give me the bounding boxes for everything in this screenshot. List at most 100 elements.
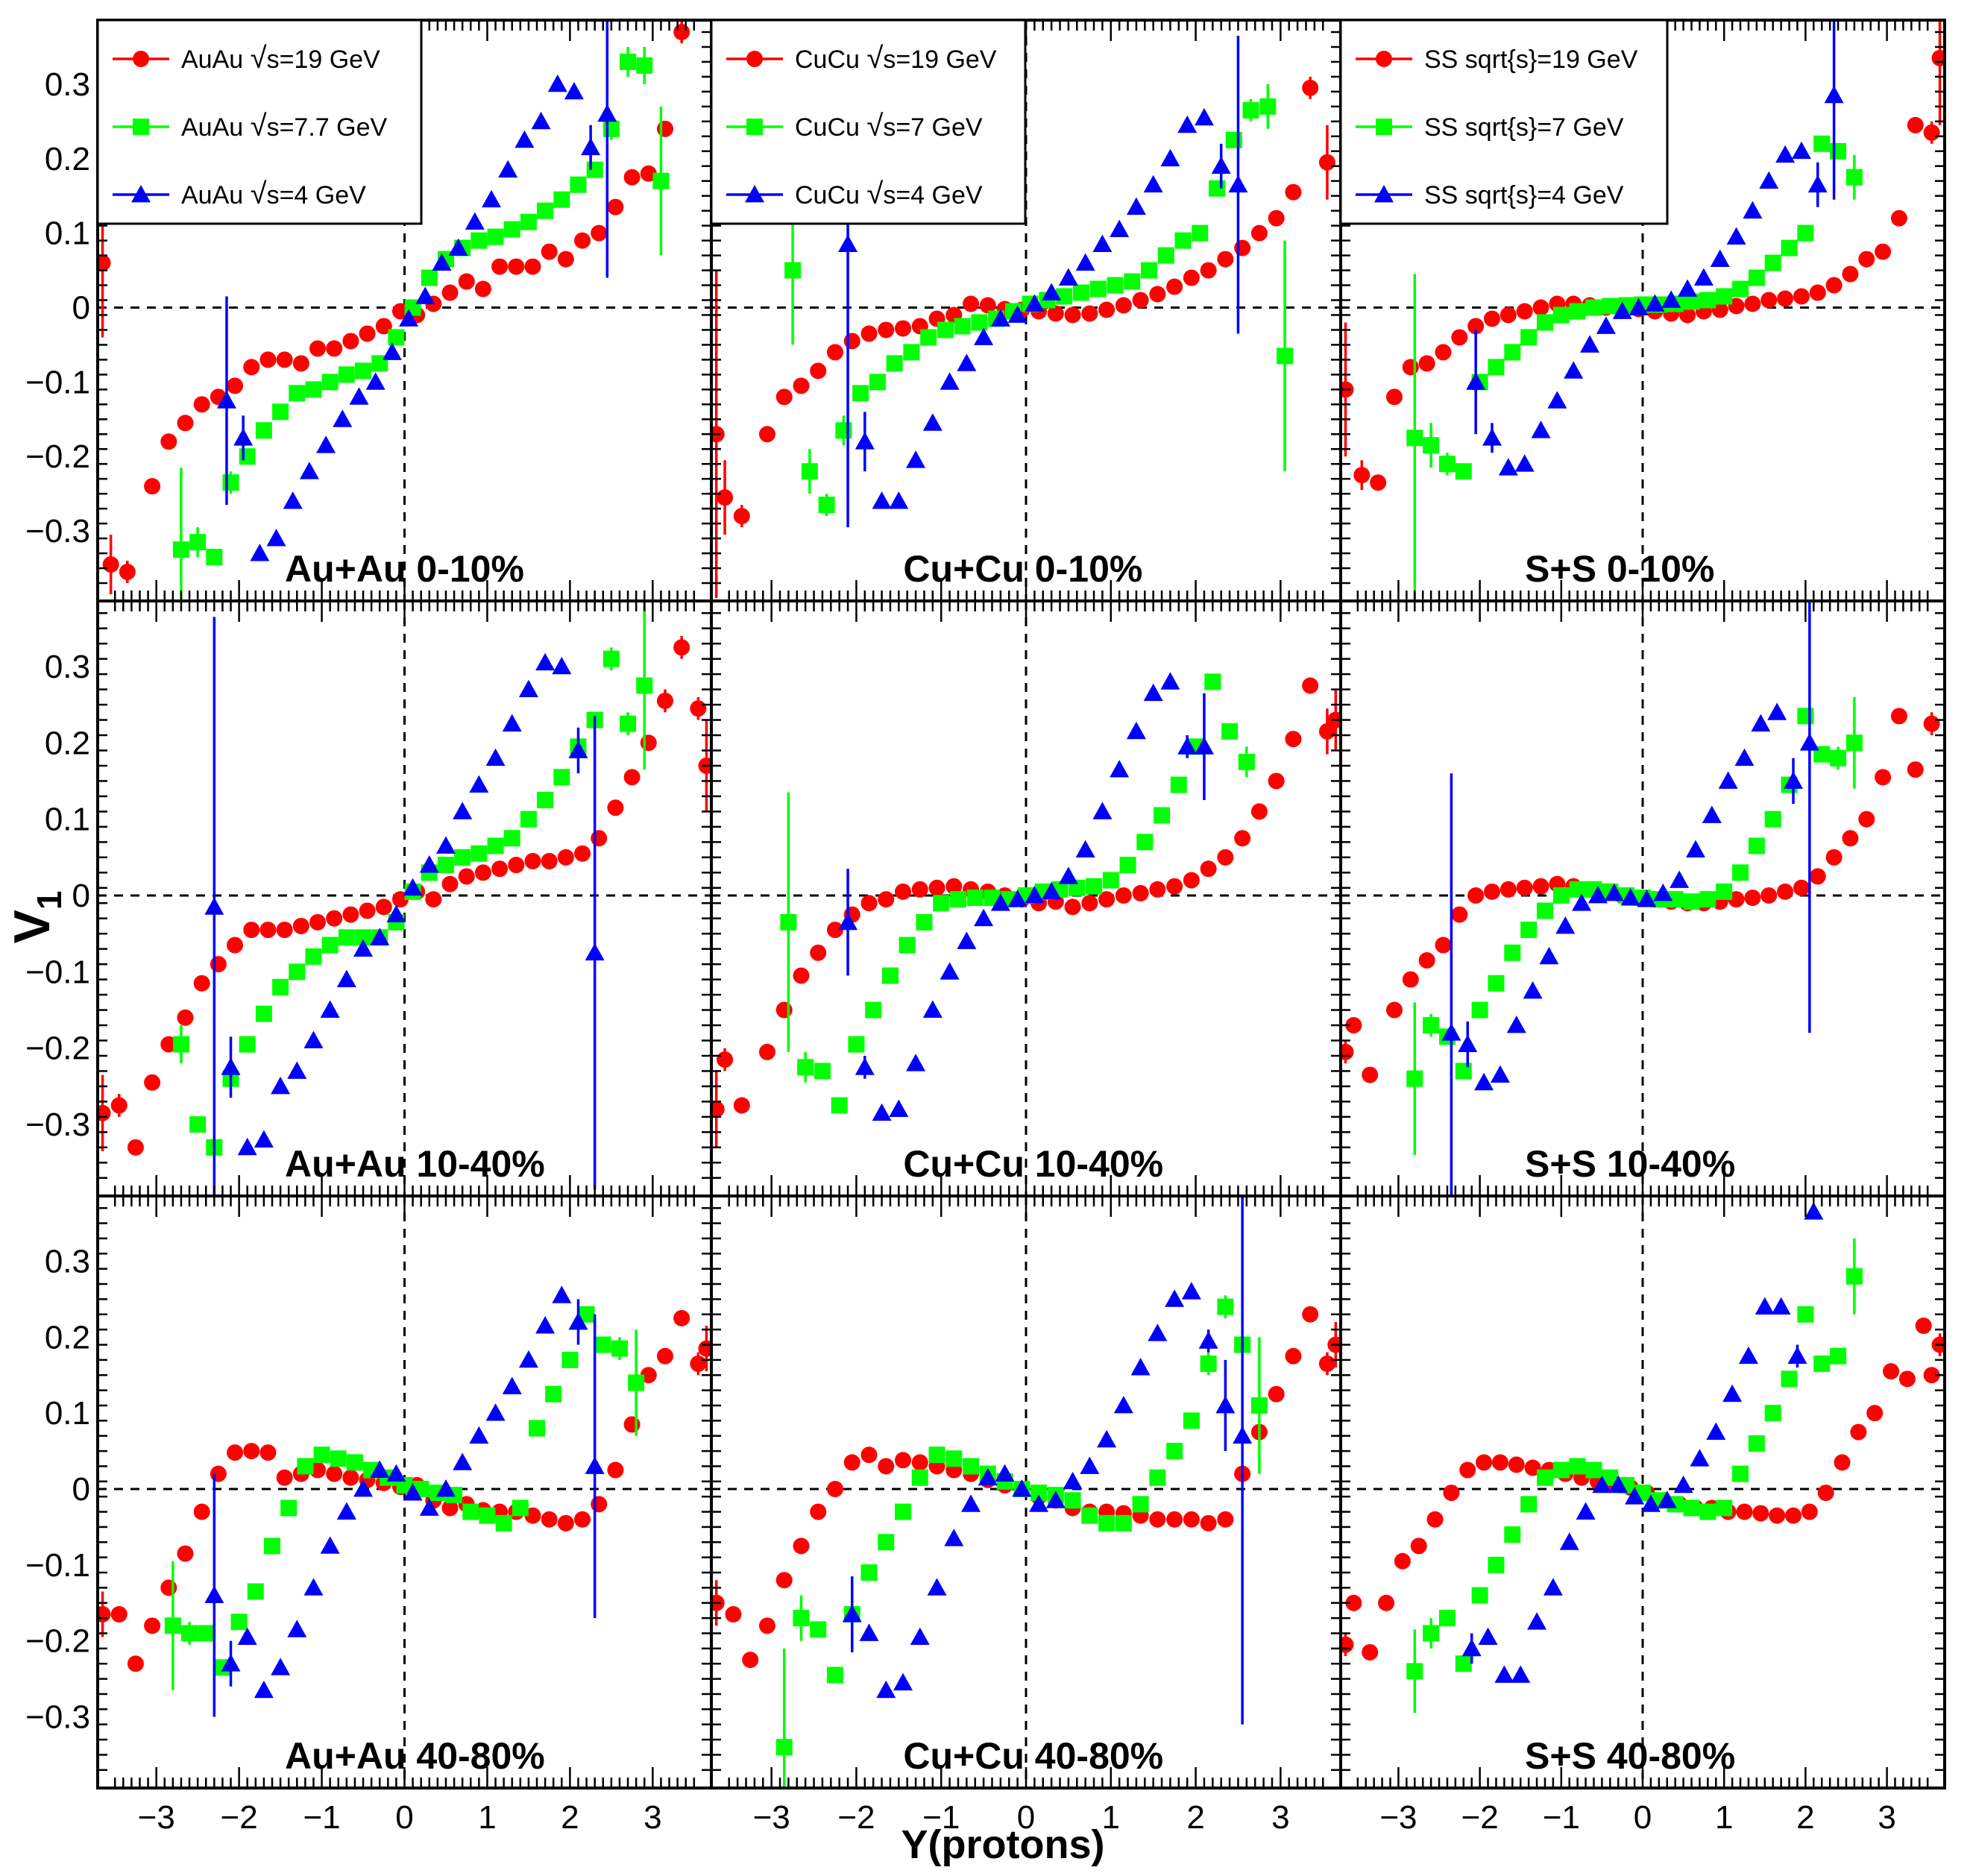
- panel-label: S+S 40-80%: [1525, 1735, 1735, 1777]
- data-point-s19: [1907, 116, 1924, 133]
- data-point-s4: [1007, 890, 1028, 907]
- data-point-s7: [1830, 749, 1847, 767]
- data-point-s7: [1764, 254, 1781, 271]
- data-point-s7: [1250, 1397, 1268, 1414]
- data-point-s4: [838, 234, 858, 253]
- data-point-s7: [1102, 872, 1119, 889]
- data-point-s7: [421, 269, 438, 286]
- data-point-s4: [1523, 981, 1543, 999]
- data-point-s19: [826, 922, 843, 939]
- data-point-s7: [1845, 734, 1863, 752]
- data-point-s19: [1183, 269, 1200, 286]
- series-s7-au-au-10-40: [172, 601, 653, 1156]
- data-point-s4: [1007, 305, 1028, 323]
- data-point-s19: [144, 478, 161, 495]
- data-point-s19: [1285, 1347, 1302, 1364]
- data-point-s4: [1637, 890, 1657, 907]
- data-point-s7: [537, 792, 554, 809]
- y-axis-title-subscript: 1: [30, 891, 69, 910]
- data-point-s7: [1845, 1268, 1863, 1285]
- series-s7-s-s-40-80: [1406, 1238, 1863, 1713]
- data-point-s19: [292, 917, 309, 934]
- data-point-s4: [906, 1054, 926, 1071]
- data-point-s4: [287, 1061, 307, 1079]
- data-point-s4: [1726, 227, 1746, 245]
- ticks-s-s-10-40: [1341, 601, 1945, 1196]
- data-point-s7: [1455, 1063, 1472, 1080]
- panel-s-s-10-40: [1341, 601, 1945, 1196]
- data-point-s7: [321, 374, 339, 391]
- data-point-s4: [1734, 748, 1755, 767]
- data-point-s19: [1362, 1066, 1379, 1083]
- data-point-s19: [1532, 299, 1549, 316]
- data-point-s19: [895, 1452, 912, 1469]
- data-point-s7: [272, 978, 289, 995]
- data-point-s4: [1722, 1384, 1743, 1403]
- data-point-s7: [895, 1503, 912, 1520]
- data-point-s7: [945, 1450, 963, 1467]
- data-point-s19: [843, 1454, 860, 1471]
- data-point-s7: [1115, 1514, 1132, 1532]
- data-point-s4: [237, 1137, 257, 1156]
- data-point-s4: [1572, 893, 1592, 911]
- data-point-s19: [1166, 878, 1183, 895]
- data-point-s4: [585, 942, 605, 961]
- data-point-s19: [441, 875, 459, 893]
- data-point-s19: [458, 868, 475, 885]
- data-point-s4: [1110, 219, 1130, 238]
- data-point-s19: [227, 1444, 244, 1461]
- data-point-s19: [1378, 1594, 1395, 1611]
- data-point-s7: [652, 172, 670, 189]
- data-point-s19: [1484, 883, 1500, 900]
- data-point-s7: [1699, 1503, 1716, 1520]
- data-point-s4: [1194, 107, 1214, 126]
- data-point-s19: [1516, 303, 1533, 320]
- data-point-s4: [1233, 1426, 1253, 1444]
- series-s7-cu-cu-40-80: [775, 1295, 1268, 1788]
- data-point-s7: [1830, 1347, 1847, 1364]
- data-point-s4: [1466, 372, 1486, 390]
- data-point-s7: [503, 221, 520, 238]
- data-point-s4: [1759, 171, 1779, 189]
- legend-marker-s19: [746, 51, 763, 67]
- data-point-s4: [842, 1605, 862, 1622]
- y-tick-label: 0.3: [45, 66, 90, 103]
- data-point-s19: [758, 1617, 775, 1634]
- data-point-s4: [1012, 1479, 1032, 1497]
- data-point-s7: [1170, 776, 1187, 793]
- series-s4-cu-cu-0-10: [838, 20, 1248, 528]
- data-point-s7: [949, 891, 966, 908]
- data-point-s7: [330, 1450, 347, 1467]
- data-point-s4: [1645, 294, 1665, 312]
- data-point-s7: [1732, 1465, 1749, 1482]
- x-tick-label: 2: [1796, 1799, 1814, 1836]
- data-point-s7: [1132, 1496, 1149, 1513]
- data-point-s7: [1154, 807, 1171, 824]
- data-point-s4: [1653, 883, 1673, 901]
- data-point-s7: [1552, 887, 1570, 904]
- data-point-s4: [1738, 1346, 1758, 1364]
- legend-label-energy: s=7.7 GeV: [267, 113, 388, 142]
- y-tick-label: −0.1: [25, 954, 90, 990]
- data-point-s4: [1787, 1346, 1807, 1364]
- data-point-s7: [1813, 1355, 1831, 1372]
- data-point-s7: [1406, 1070, 1423, 1087]
- data-point-s4: [320, 1000, 340, 1018]
- data-point-s7: [1174, 232, 1192, 249]
- data-point-s19: [425, 891, 442, 908]
- data-point-s19: [775, 1001, 793, 1019]
- data-point-s4: [1063, 1471, 1083, 1490]
- data-point-s19: [1166, 278, 1183, 295]
- data-point-s19: [1318, 1355, 1335, 1372]
- data-point-s7: [553, 191, 570, 208]
- data-point-s19: [623, 769, 641, 786]
- data-point-s19: [342, 333, 359, 350]
- data-point-s4: [502, 1376, 522, 1394]
- legend-box: [1339, 19, 1669, 225]
- y-tick-label: −0.2: [25, 438, 90, 475]
- data-point-s4: [303, 1030, 324, 1048]
- data-point-s7: [1221, 723, 1239, 740]
- legend-label-s4: SS sqrt{s}=4 GeV: [1424, 181, 1624, 210]
